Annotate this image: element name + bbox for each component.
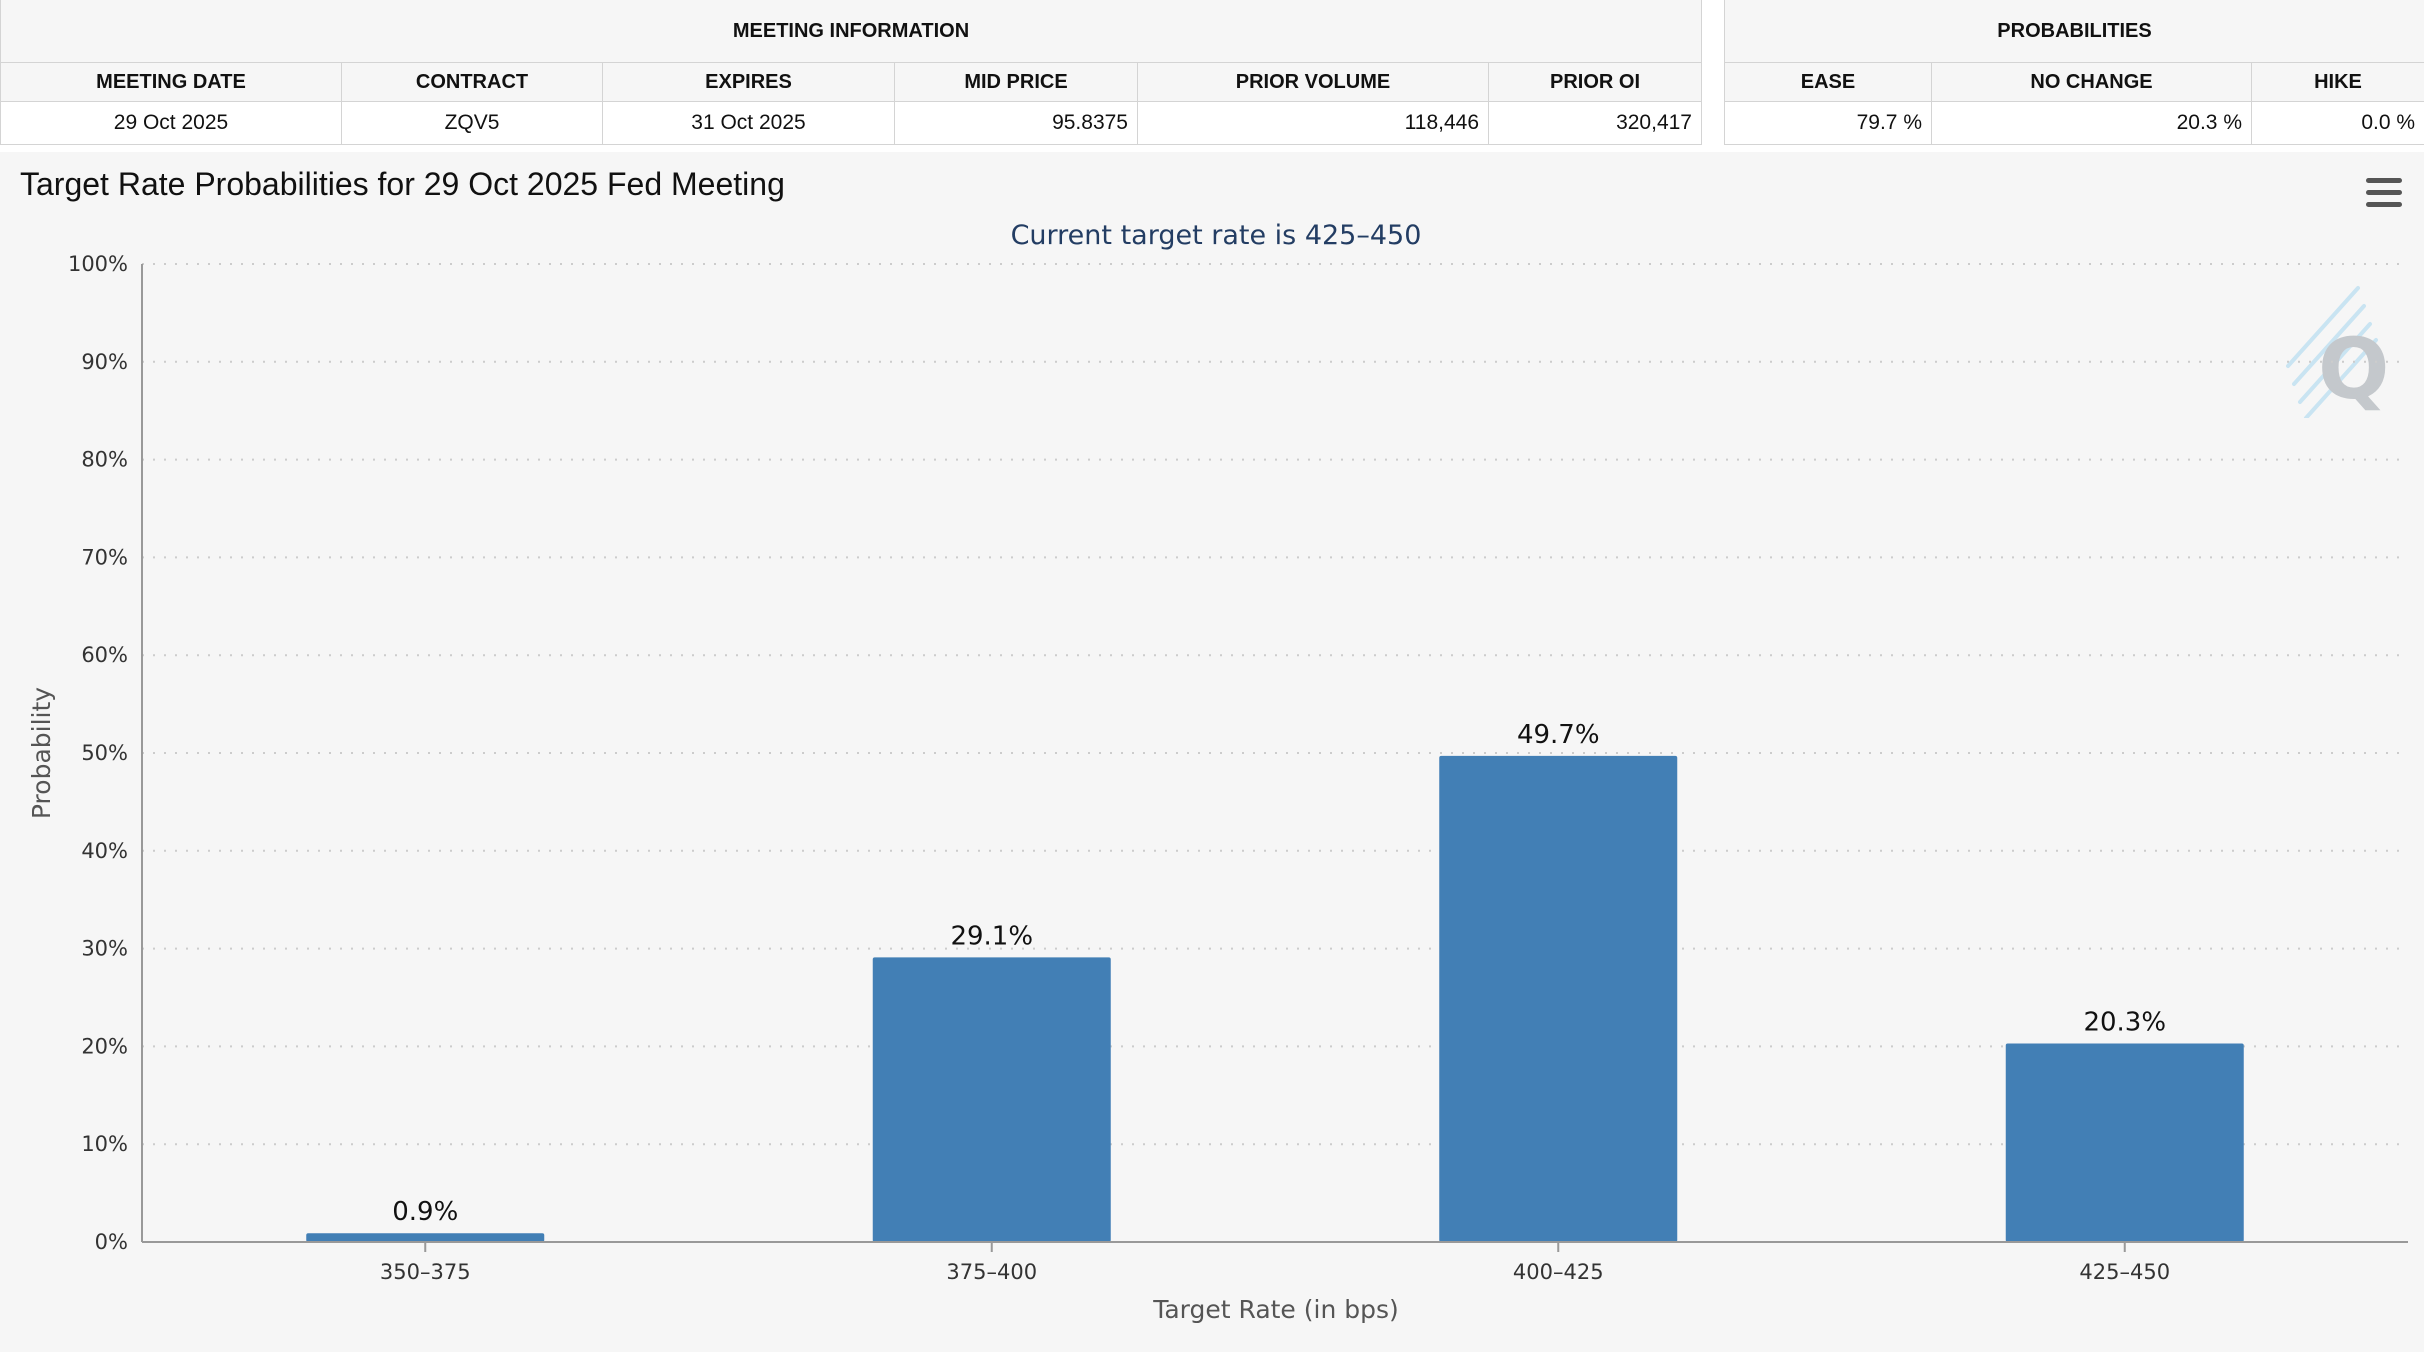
bar-chart: 0% 10% 20% 30% 40% 50% 60% 70% 80% 90% 100% 0.9% 29…	[27, 220, 2408, 1324]
y-tick-label: 70%	[81, 545, 128, 569]
y-tick-label: 20%	[81, 1034, 128, 1058]
bar[interactable]	[306, 1233, 545, 1242]
y-tick-label: 100%	[68, 252, 128, 276]
mid-price-value: 95.8375	[894, 101, 1138, 145]
expires-value: 31 Oct 2025	[602, 101, 895, 145]
bar-data-label: 20.3%	[2083, 1007, 2166, 1037]
header-tables: MEETING INFORMATION MEETING DATE CONTRAC…	[0, 0, 2424, 148]
meeting-date-value: 29 Oct 2025	[0, 101, 342, 145]
y-tick-label: 40%	[81, 839, 128, 863]
x-tick-label: 425–450	[2079, 1260, 2170, 1284]
header-ease: EASE	[1724, 62, 1932, 102]
quikstrike-q-logo-icon: Q	[2286, 286, 2389, 418]
y-tick-label: 0%	[95, 1230, 128, 1254]
bar-data-label: 29.1%	[950, 921, 1033, 951]
probabilities-table: PROBABILITIES EASE NO CHANGE HIKE 79.7 %…	[1723, 0, 2424, 145]
x-tick-label: 375–400	[946, 1260, 1037, 1284]
svg-text:Q: Q	[2318, 320, 2389, 418]
header-hike: HIKE	[2250, 62, 2424, 102]
prior-oi-value: 320,417	[1488, 101, 1702, 145]
y-tick-label: 10%	[81, 1132, 128, 1156]
chart-subtitle: Current target rate is 425–450	[1011, 220, 1422, 251]
header-mid-price: MID PRICE	[894, 62, 1138, 102]
bar[interactable]	[872, 957, 1111, 1242]
header-prior-oi: PRIOR OI	[1488, 62, 1702, 102]
bar-data-label: 49.7%	[1517, 720, 1600, 750]
y-tick-label: 60%	[81, 643, 128, 667]
header-prior-volume: PRIOR VOLUME	[1137, 62, 1489, 102]
x-tick-label: 350–375	[380, 1260, 471, 1284]
ease-value: 79.7 %	[1724, 101, 1932, 145]
y-tick-label: 30%	[81, 937, 128, 961]
bar[interactable]	[1439, 755, 1678, 1242]
contract-value: ZQV5	[341, 101, 603, 145]
y-tick-label: 80%	[81, 448, 128, 472]
x-tick-label: 400–425	[1513, 1260, 1604, 1284]
hike-value: 0.0 %	[2250, 101, 2424, 145]
chart-title: Target Rate Probabilities for 29 Oct 202…	[20, 166, 785, 202]
meeting-information-title: MEETING INFORMATION	[0, 0, 1702, 63]
y-tick-label: 50%	[81, 741, 128, 765]
probabilities-title: PROBABILITIES	[1723, 0, 2424, 63]
header-contract: CONTRACT	[341, 62, 603, 102]
chart-panel: Target Rate Probabilities for 29 Oct 202…	[0, 152, 2424, 1352]
header-no-change: NO CHANGE	[1931, 62, 2252, 102]
hamburger-menu-icon[interactable]	[2366, 178, 2402, 208]
meeting-information-table: MEETING INFORMATION MEETING DATE CONTRAC…	[0, 0, 1702, 145]
prior-volume-value: 118,446	[1137, 101, 1489, 145]
y-axis-title: Probability	[27, 687, 56, 819]
x-axis-title: Target Rate (in bps)	[1152, 1295, 1399, 1324]
header-expires: EXPIRES	[602, 62, 895, 102]
bar-data-label: 0.9%	[392, 1197, 458, 1227]
header-meeting-date: MEETING DATE	[0, 62, 342, 102]
y-tick-label: 90%	[81, 350, 128, 374]
no-change-value: 20.3 %	[1931, 101, 2252, 145]
bar[interactable]	[2005, 1043, 2244, 1242]
